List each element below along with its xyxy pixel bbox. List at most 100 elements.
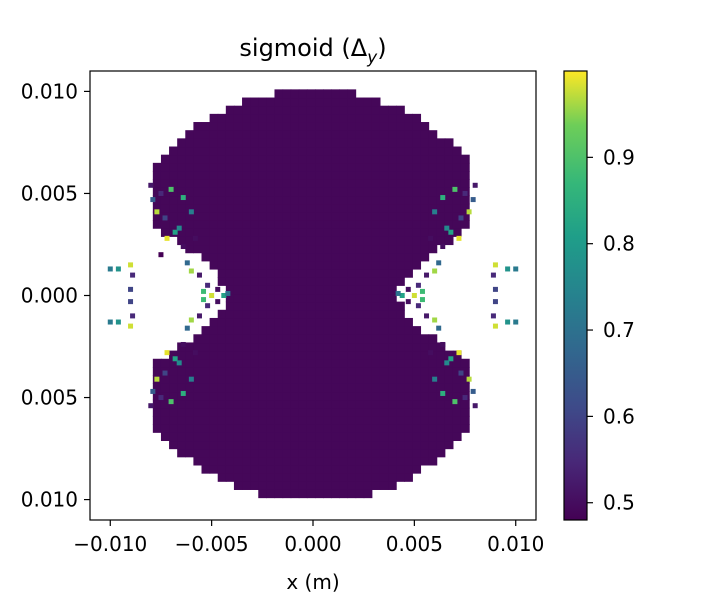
heatmap-cell	[371, 138, 381, 148]
heatmap-cell	[266, 383, 276, 393]
heatmap-cell	[371, 179, 381, 188]
heatmap-cell	[444, 440, 454, 450]
heatmap-cell	[347, 122, 357, 131]
heatmap-cell	[355, 113, 365, 123]
heatmap-cell	[306, 146, 316, 156]
heatmap-cell	[160, 195, 170, 205]
heatmap-cell	[396, 317, 405, 327]
heatmap-cell	[363, 252, 373, 262]
heatmap-cell	[379, 252, 389, 262]
heatmap-cell	[282, 342, 292, 352]
heatmap-cell	[331, 473, 340, 482]
heatmap-cell	[169, 146, 178, 156]
heatmap-cell	[315, 407, 324, 417]
heatmap-cell	[339, 366, 349, 376]
heatmap-cell	[282, 277, 292, 286]
heatmap-cell	[177, 424, 186, 433]
heatmap-cell	[266, 187, 276, 197]
heatmap-cell	[331, 424, 340, 433]
heatmap-cell	[420, 171, 430, 180]
heatmap-cell	[233, 391, 243, 401]
edge-point	[130, 272, 136, 278]
heatmap-cell	[323, 440, 332, 450]
heatmap-cell	[242, 293, 251, 303]
heatmap-cell	[250, 236, 259, 246]
heatmap-cell	[323, 162, 332, 172]
heatmap-cell	[339, 260, 349, 270]
heatmap-cell	[282, 138, 292, 148]
heatmap-cell	[452, 154, 462, 164]
heatmap-cell	[298, 122, 308, 131]
heatmap-cell	[274, 277, 284, 286]
heatmap-cell	[452, 162, 462, 172]
heatmap-cell	[347, 113, 357, 123]
edge-point	[395, 290, 401, 296]
heatmap-cell	[201, 350, 211, 360]
heatmap-cell	[388, 154, 397, 164]
edge-point	[456, 235, 462, 241]
heatmap-cell	[355, 415, 365, 425]
heatmap-cell	[274, 171, 284, 180]
heatmap-cell	[185, 440, 194, 450]
heatmap-cell	[258, 195, 267, 205]
heatmap-cell	[396, 228, 405, 237]
heatmap-cell	[282, 89, 292, 99]
heatmap-cell	[250, 391, 259, 401]
heatmap-cell	[331, 195, 340, 205]
heatmap-cell	[298, 228, 308, 237]
heatmap-cell	[306, 399, 316, 409]
heatmap-cell	[185, 383, 194, 393]
heatmap-cell	[306, 228, 316, 237]
heatmap-cell	[160, 415, 170, 425]
heatmap-cell	[201, 130, 211, 139]
heatmap-cell	[388, 334, 397, 344]
heatmap-cell	[290, 89, 300, 99]
edge-point	[158, 395, 164, 401]
heatmap-cell	[315, 122, 324, 131]
y-tick-label: 0.005	[21, 386, 78, 410]
heatmap-cell	[250, 350, 259, 360]
heatmap-cell	[379, 317, 389, 327]
heatmap-cell	[428, 171, 438, 180]
heatmap-cell	[315, 268, 324, 278]
heatmap-cell	[258, 228, 267, 237]
y-tick-label: 0.010	[21, 79, 78, 103]
edge-point	[440, 244, 446, 250]
heatmap-cell	[298, 146, 308, 156]
heatmap-cell	[323, 105, 332, 115]
y-tick-label: 0.010	[21, 488, 78, 512]
heatmap-cell	[250, 456, 259, 466]
heatmap-cell	[152, 383, 162, 393]
heatmap-cell	[217, 334, 227, 344]
heatmap-cell	[152, 203, 162, 213]
heatmap-cell	[323, 375, 332, 384]
heatmap-cell	[404, 440, 413, 450]
heatmap-cell	[420, 399, 430, 409]
heatmap-cell	[412, 326, 422, 335]
y-tick-label: 0.000	[21, 284, 78, 308]
heatmap-cell	[331, 309, 340, 319]
heatmap-cell	[379, 301, 389, 311]
heatmap-cell	[396, 301, 405, 311]
heatmap-cell	[242, 260, 251, 270]
heatmap-cell	[412, 122, 422, 131]
edge-point	[436, 260, 442, 266]
heatmap-cell	[177, 203, 186, 213]
heatmap-cell	[355, 481, 365, 490]
heatmap-cell	[217, 260, 227, 270]
heatmap-cell	[193, 203, 203, 213]
heatmap-cell	[355, 138, 365, 148]
heatmap-cell	[233, 260, 243, 270]
heatmap-cell	[428, 146, 438, 156]
heatmap-cell	[460, 358, 470, 368]
heatmap-cell	[225, 317, 235, 327]
edge-point	[215, 299, 221, 305]
heatmap-cell	[452, 179, 462, 188]
heatmap-cell	[306, 219, 316, 229]
heatmap-cell	[209, 252, 219, 262]
heatmap-cell	[242, 162, 251, 172]
heatmap-cell	[363, 448, 373, 458]
heatmap-cell	[323, 187, 332, 197]
heatmap-cell	[371, 293, 381, 303]
heatmap-cell	[266, 162, 276, 172]
